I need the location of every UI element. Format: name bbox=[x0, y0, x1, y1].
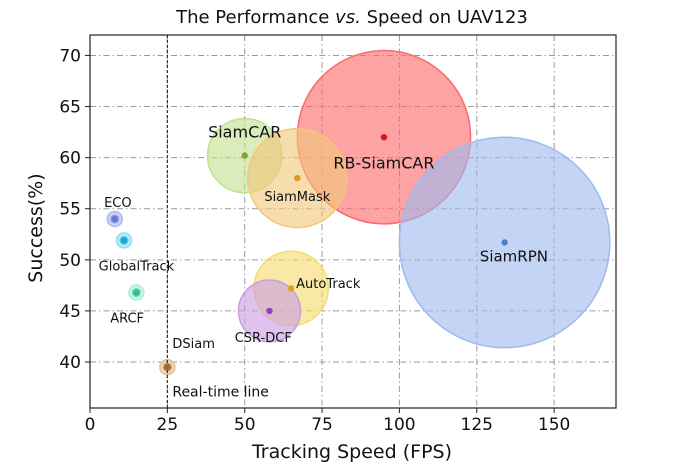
label-siamcar: SiamCAR bbox=[208, 123, 281, 142]
x-tick-label: 100 bbox=[383, 415, 415, 435]
point-dsiam bbox=[164, 363, 171, 371]
x-axis-label: Tracking Speed (FPS) bbox=[251, 441, 452, 463]
point-siammask bbox=[294, 174, 301, 182]
reference-line-layer: Real-time line bbox=[166, 35, 269, 408]
label-arcf: ARCF bbox=[110, 312, 144, 327]
y-tick-label: 60 bbox=[59, 149, 81, 169]
label-rb-siamcar: RB-SiamCAR bbox=[333, 153, 434, 172]
point-autotrack bbox=[287, 285, 295, 292]
bubble-layer bbox=[106, 49, 611, 376]
x-tick-label: 0 bbox=[85, 415, 96, 435]
y-tick-label: 50 bbox=[59, 251, 81, 271]
label-csr-dcf: CSR-DCF bbox=[235, 331, 292, 346]
x-tick-label: 75 bbox=[311, 415, 333, 435]
label-dsiam: DSiam bbox=[172, 337, 215, 352]
y-axis-label: Success(%) bbox=[25, 173, 47, 282]
y-tick-label: 65 bbox=[59, 98, 81, 118]
real-time-line-label: Real-time line bbox=[172, 385, 269, 401]
chart-title-part1: The Performance bbox=[175, 7, 335, 28]
chart-title: The Performance vs. Speed on UAV123 bbox=[175, 7, 528, 28]
chart-title-italic: vs. bbox=[335, 7, 361, 28]
point-arcf bbox=[133, 289, 140, 296]
y-tick-label: 40 bbox=[59, 353, 81, 373]
label-globaltrack: GlobalTrack bbox=[99, 259, 175, 274]
x-tick-label: 125 bbox=[461, 415, 493, 435]
x-tick-label: 25 bbox=[157, 415, 179, 435]
chart-title-part2: Speed on UAV123 bbox=[361, 7, 528, 28]
x-tick-label: 150 bbox=[538, 415, 570, 435]
point-globaltrack bbox=[120, 237, 128, 244]
plot-frame bbox=[89, 34, 617, 409]
label-layer: RB-SiamCAR SiamRPN SiamCAR SiamMask AutoTrac… bbox=[99, 123, 548, 353]
tick-layer: 0 25 50 75 100 125 150 40 45 50 55 60 65 70 bbox=[59, 46, 570, 435]
point-eco bbox=[111, 215, 118, 223]
x-tick-label: 50 bbox=[234, 415, 256, 435]
y-tick-label: 45 bbox=[59, 302, 81, 322]
label-siammask: SiamMask bbox=[264, 190, 330, 205]
point-siamrpn bbox=[501, 239, 508, 246]
dot-layer bbox=[111, 133, 508, 371]
y-tick-label: 55 bbox=[59, 200, 81, 220]
point-siamcar bbox=[241, 152, 248, 159]
point-rb-siamcar bbox=[380, 133, 388, 141]
y-tick-label: 70 bbox=[59, 46, 81, 66]
label-siamrpn: SiamRPN bbox=[480, 247, 548, 265]
point-csr-dcf bbox=[266, 307, 273, 315]
label-autotrack: AutoTrack bbox=[296, 277, 361, 292]
label-eco: ECO bbox=[104, 196, 132, 211]
